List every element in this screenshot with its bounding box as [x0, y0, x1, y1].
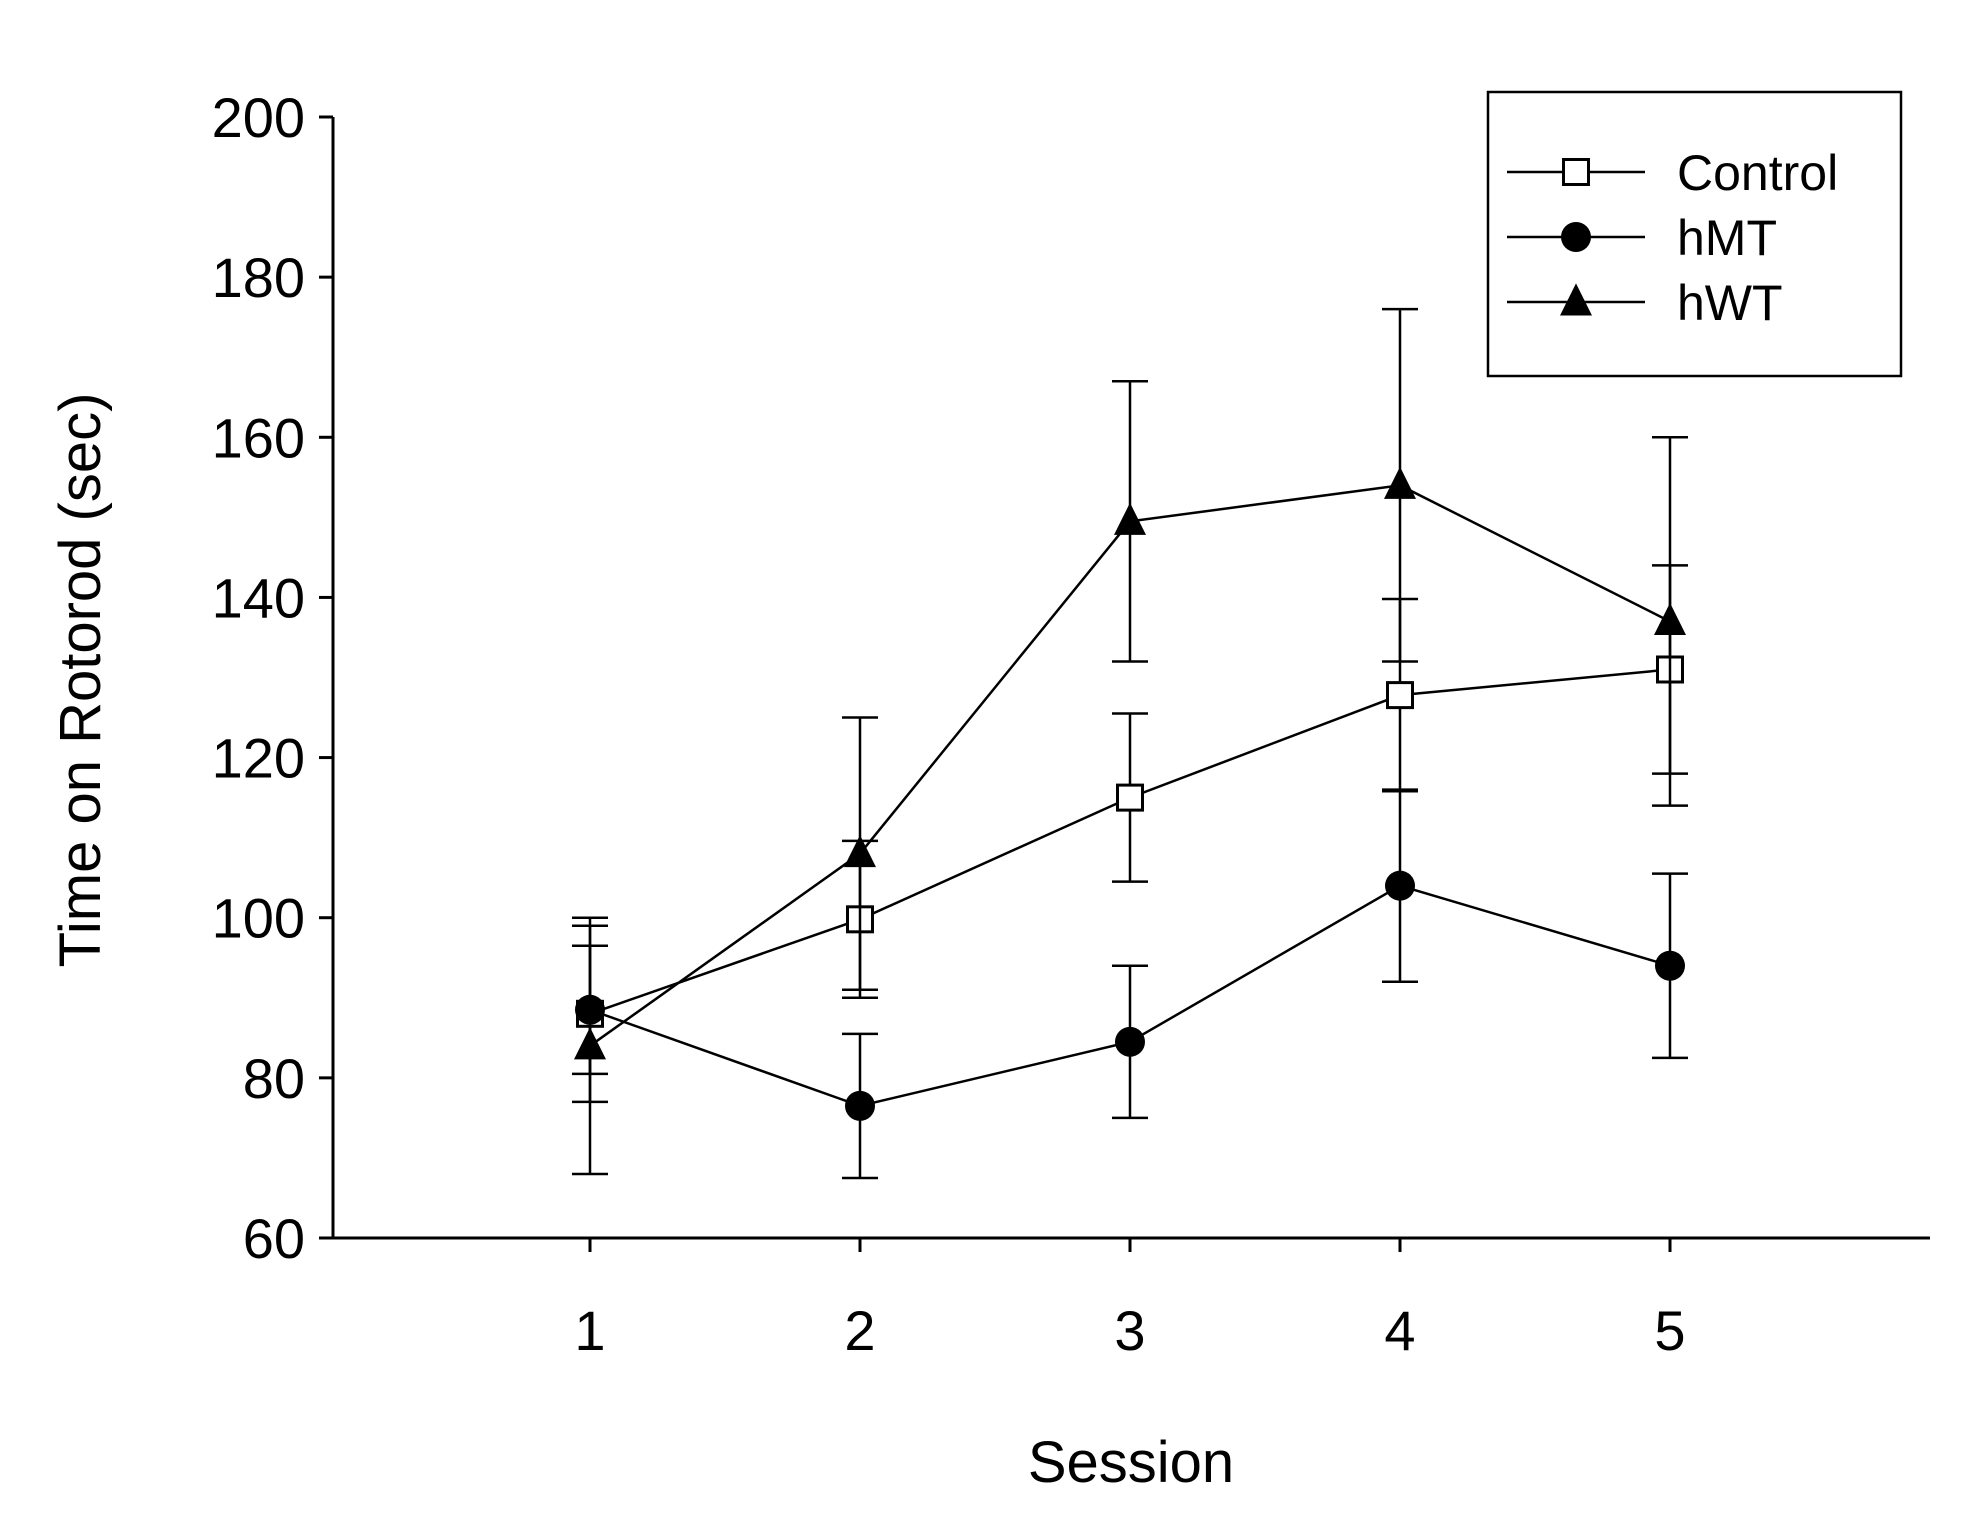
legend-label-hwt: hWT — [1677, 275, 1783, 331]
legend-item-hmt: hMT — [1507, 210, 1777, 266]
x-axis-title: Session — [1028, 1430, 1234, 1495]
control-point — [1116, 783, 1144, 812]
y-tick-label: 180 — [212, 246, 305, 309]
y-tick-label: 200 — [212, 86, 305, 149]
x-tick-label: 5 — [1654, 1299, 1685, 1362]
legend-label-hmt: hMT — [1677, 210, 1777, 266]
y-tick-label: 140 — [212, 566, 305, 629]
x-tick-label: 1 — [574, 1299, 605, 1362]
legend: Control hMT hWT — [1486, 90, 1903, 378]
hmt-point — [1385, 870, 1415, 901]
x-tick-label: 4 — [1384, 1299, 1415, 1362]
legend-item-control: Control — [1507, 145, 1838, 201]
x-ticks: 1 2 3 4 5 — [574, 1238, 1686, 1362]
hwt-point — [844, 835, 876, 868]
legend-label-control: Control — [1677, 145, 1838, 201]
hwt-point — [574, 1027, 606, 1060]
hmt-point — [1115, 1026, 1145, 1057]
y-tick-label: 120 — [212, 727, 305, 790]
x-tick-label: 2 — [844, 1299, 875, 1362]
hwt-point — [1384, 466, 1416, 499]
hwt-point — [1654, 602, 1686, 635]
hmt-point — [1655, 950, 1685, 981]
series-hwt — [572, 307, 1688, 1176]
y-tick-label: 60 — [243, 1207, 305, 1270]
hmt-point — [845, 1090, 875, 1121]
x-tick-label: 3 — [1114, 1299, 1145, 1362]
hwt-point — [1114, 502, 1146, 535]
legend-marker-hmt — [1561, 222, 1591, 252]
control-point — [1386, 681, 1414, 710]
legend-item-hwt: hWT — [1507, 275, 1783, 331]
y-tick-label: 160 — [212, 406, 305, 469]
y-axis-title: Time on Rotorod (sec) — [48, 393, 113, 968]
series-layer — [572, 307, 1688, 1180]
legend-entries: Control hMT hWT — [1507, 145, 1838, 331]
legend-marker-control — [1562, 158, 1590, 186]
y-tick-label: 80 — [243, 1047, 305, 1110]
y-tick-label: 100 — [212, 887, 305, 950]
y-ticks: 60 80 100 120 140 160 180 200 — [212, 86, 333, 1270]
legend-marker-hwt — [1560, 283, 1592, 316]
legend-box — [1486, 90, 1903, 378]
